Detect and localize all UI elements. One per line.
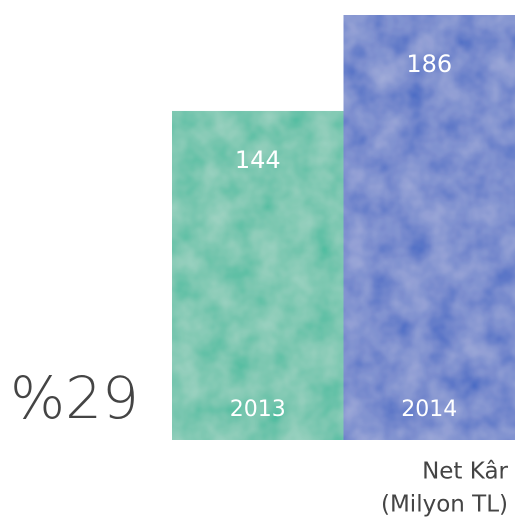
growth-annotation: %29 [10, 364, 139, 432]
caption-line: (Milyon TL) [381, 492, 508, 518]
value-label: 186 [406, 50, 452, 78]
bar [172, 110, 344, 440]
category-label: 2014 [401, 397, 457, 422]
category-label: 2013 [230, 397, 286, 422]
bar [343, 15, 515, 440]
caption-line: Net Kâr [422, 459, 508, 485]
value-label: 144 [235, 146, 281, 174]
